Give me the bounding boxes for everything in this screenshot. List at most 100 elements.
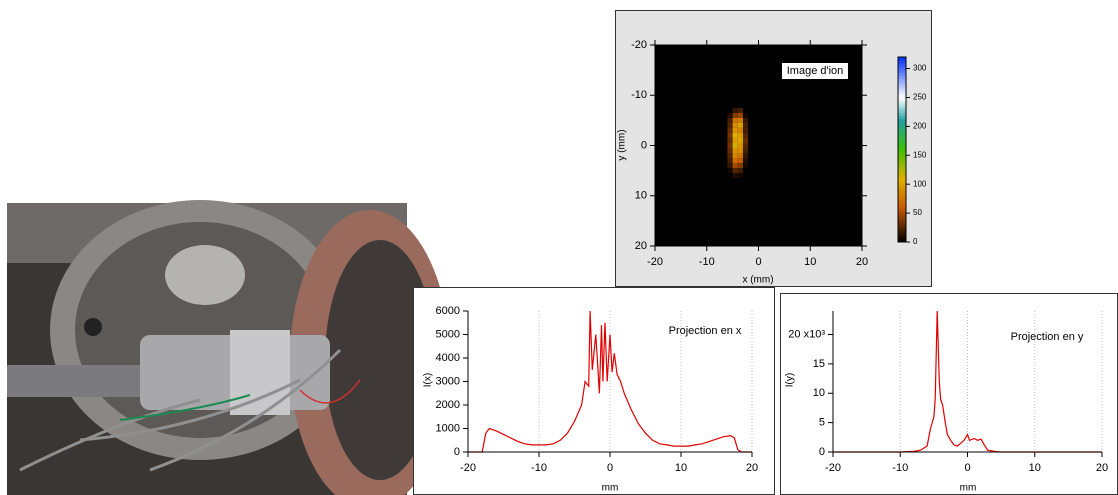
colorbar-step	[898, 152, 906, 157]
heat-cell	[732, 107, 738, 113]
heat-cell	[737, 122, 743, 128]
y-axis-label: I(x)	[423, 373, 434, 387]
y-tick-label: -10	[631, 89, 647, 101]
colorbar-step	[898, 192, 906, 197]
colorbar-tick-label: 50	[913, 208, 922, 217]
colorbar-frame	[897, 56, 907, 243]
colorbar-step	[898, 149, 906, 154]
x-axis-label: mm	[960, 483, 977, 494]
colorbar-step	[898, 232, 906, 237]
heat-cell	[732, 132, 738, 138]
heat-cell	[732, 163, 738, 169]
colorbar-step	[898, 72, 906, 76]
y-tick-label: 5000	[436, 328, 460, 340]
x-tick-label: 20	[746, 462, 758, 474]
colorbar-step	[898, 84, 906, 89]
y-tick-label: 0	[454, 446, 460, 458]
x-axis-label: mm	[602, 483, 619, 494]
colorbar-step	[898, 198, 906, 203]
colorbar-step	[898, 140, 906, 144]
heat-cell	[737, 127, 743, 133]
heat-cell	[732, 117, 738, 123]
colorbar-step	[898, 131, 906, 135]
heat-cell	[732, 158, 738, 164]
heat-cell	[742, 137, 749, 143]
colorbar-step	[898, 100, 906, 104]
colorbar-step	[898, 177, 906, 181]
heat-cell	[727, 112, 733, 118]
x-tick-label: -10	[699, 256, 715, 268]
colorbar-step	[898, 87, 906, 92]
y-tick-label: 15	[813, 358, 825, 370]
y-tick-label: 20	[635, 240, 647, 252]
colorbar-step	[898, 75, 906, 80]
line	[833, 310, 1102, 453]
heat-cell	[737, 112, 743, 118]
colorbar-step	[898, 106, 906, 110]
heat-cell	[727, 168, 733, 174]
x-tick-label: 0	[755, 256, 761, 268]
heat-cell	[727, 148, 733, 154]
annotation: Projection en y	[1011, 331, 1084, 343]
colorbar-step	[898, 78, 906, 83]
colorbar-step	[898, 171, 906, 175]
heat-cell	[742, 107, 749, 113]
heat-cell	[737, 132, 743, 138]
heat-cell	[732, 148, 738, 154]
x-tick-label: 0	[964, 462, 970, 474]
heat-cell	[742, 148, 749, 154]
heat-cell	[737, 142, 743, 149]
colorbar-step	[898, 189, 906, 194]
panel	[413, 287, 775, 495]
colorbar-tick-label: 200	[913, 121, 927, 130]
heat-cell	[732, 173, 738, 179]
colorbar-tick-label: 100	[913, 179, 927, 188]
heat-cell	[742, 158, 749, 164]
heat-cell	[742, 112, 749, 118]
colorbar-step	[898, 168, 906, 172]
heat-cell	[742, 127, 749, 133]
colorbar-step	[898, 121, 906, 126]
y-tick-label: 4000	[436, 352, 460, 364]
heat-cell	[737, 163, 743, 169]
x-tick-label: -10	[531, 462, 547, 474]
heat-cell	[737, 117, 743, 123]
heat-cell	[737, 153, 743, 159]
colorbar-step	[898, 146, 906, 150]
colorbar-step	[898, 226, 906, 231]
colorbar-step	[898, 57, 906, 61]
x-tick-label: 0	[607, 462, 613, 474]
heat-cell	[737, 168, 743, 174]
y-tick-label: 5	[819, 417, 825, 429]
heat-cell	[727, 142, 733, 149]
colorbar-step	[898, 174, 906, 178]
heat-cell	[742, 173, 749, 179]
x-tick-label: -20	[647, 256, 663, 268]
colorbar-step	[898, 81, 906, 86]
y-tick-label: 10	[635, 190, 647, 202]
x-tick-label: 20	[1096, 462, 1108, 474]
heat-cell	[732, 137, 738, 143]
colorbar-step	[898, 201, 906, 206]
annotation-box	[782, 63, 848, 79]
annotation: Image d'ion	[787, 65, 844, 77]
colorbar-step	[898, 97, 906, 101]
x-tick-label: -20	[825, 462, 841, 474]
colorbar-step	[898, 195, 906, 200]
heat-cell	[737, 148, 743, 154]
heat-cell	[742, 163, 749, 169]
heat-cell	[742, 122, 749, 128]
heat-cell	[737, 137, 743, 143]
y-axis-label: y (mm)	[617, 129, 628, 160]
heat-cell	[742, 132, 749, 138]
heat-cell	[727, 158, 733, 164]
colorbar-step	[898, 124, 906, 129]
colorbar-step	[898, 183, 906, 187]
heat-cell	[732, 142, 738, 149]
colorbar-step	[898, 112, 906, 117]
heat-cell	[727, 132, 733, 138]
colorbar-step	[898, 161, 906, 166]
colorbar-tick-label: 0	[913, 237, 918, 246]
y-tick-label: -20	[631, 39, 647, 51]
x-tick-label: -10	[892, 462, 908, 474]
